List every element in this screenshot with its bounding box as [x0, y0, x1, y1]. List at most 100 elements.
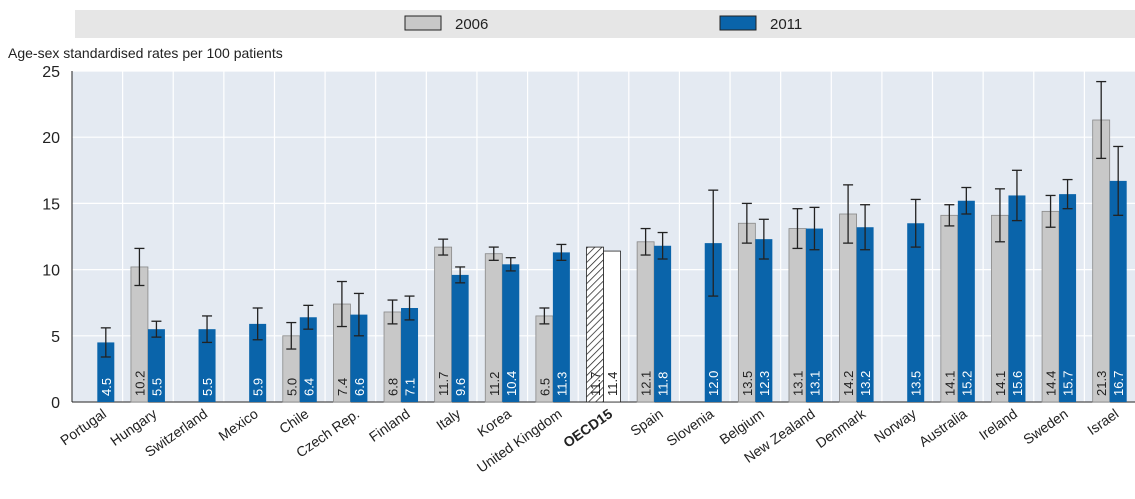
- bar: [1109, 180, 1127, 402]
- value-label: 11.8: [656, 372, 671, 396]
- value-label: 15.6: [1010, 371, 1025, 396]
- value-label: 5.5: [149, 378, 164, 396]
- x-tick-label: Mexico: [215, 405, 261, 444]
- y-tick-label: 10: [42, 263, 60, 280]
- x-tick-label: Spain: [627, 405, 666, 439]
- error-bar: [252, 307, 263, 341]
- error-bar: [961, 186, 972, 215]
- value-label: 11.7: [588, 372, 603, 396]
- value-label: 13.1: [807, 371, 822, 396]
- error-bar: [151, 320, 162, 338]
- value-label: 4.5: [99, 378, 114, 396]
- value-label: 11.4: [605, 372, 620, 396]
- value-label: 13.5: [909, 371, 924, 396]
- y-tick-label: 20: [42, 130, 60, 147]
- bar: [451, 274, 469, 402]
- bar: [805, 228, 823, 402]
- bar: [704, 243, 722, 402]
- value-label: 16.7: [1111, 371, 1126, 396]
- value-label: 13.2: [858, 371, 873, 396]
- x-tick-label: Sweden: [1020, 405, 1071, 447]
- x-tick-label: Finland: [366, 405, 413, 444]
- error-bar: [640, 227, 651, 256]
- value-label: 6.6: [352, 378, 367, 396]
- value-label: 6.8: [386, 378, 401, 396]
- value-label: 11.3: [554, 372, 569, 396]
- bar: [1059, 194, 1077, 402]
- value-label: 7.4: [335, 378, 350, 396]
- error-bar: [910, 198, 921, 248]
- legend-swatch: [404, 15, 442, 31]
- error-bar: [1062, 178, 1073, 210]
- error-bar: [556, 243, 567, 261]
- bar: [907, 223, 925, 402]
- value-label: 7.1: [403, 378, 418, 396]
- error-bar: [843, 184, 854, 244]
- error-bar: [438, 238, 449, 256]
- value-label: 9.6: [453, 378, 468, 396]
- value-label: 5.9: [251, 378, 266, 396]
- value-label: 14.4: [1044, 371, 1059, 396]
- bar: [401, 307, 419, 402]
- x-tick-label: Chile: [276, 405, 311, 437]
- x-tick-label: United Kingdom: [474, 405, 565, 475]
- y-tick-label: 5: [51, 329, 60, 346]
- error-bar: [202, 315, 213, 344]
- error-bar: [860, 204, 871, 251]
- value-label: 21.3: [1094, 371, 1109, 396]
- error-bar: [505, 257, 516, 272]
- error-bar: [708, 189, 719, 297]
- legend-label: 2006: [455, 16, 488, 33]
- value-label: 5.0: [284, 378, 299, 396]
- value-label: 6.4: [301, 378, 316, 396]
- bar: [198, 329, 216, 402]
- value-label: 14.2: [841, 371, 856, 396]
- value-label: 14.1: [993, 371, 1008, 396]
- bar: [1008, 195, 1026, 402]
- value-label: 13.5: [740, 371, 755, 396]
- error-bar: [792, 208, 803, 250]
- value-label: 11.2: [487, 372, 502, 396]
- bar: [755, 239, 773, 402]
- y-tick-label: 15: [42, 196, 60, 213]
- error-bar: [353, 292, 364, 337]
- legend-swatch: [719, 15, 757, 31]
- bar: [603, 250, 621, 403]
- value-label: 10.4: [504, 371, 519, 396]
- error-bar: [303, 304, 314, 330]
- bar: [350, 314, 368, 402]
- y-tick-label: 25: [42, 64, 60, 81]
- bar: [856, 227, 874, 402]
- bar: [552, 252, 570, 402]
- error-bar: [657, 231, 668, 260]
- legend-band: [75, 10, 1135, 38]
- x-tick-label: Italy: [433, 405, 463, 433]
- x-tick-label: Denmark: [813, 405, 870, 451]
- y-tick-label: 0: [51, 395, 60, 412]
- error-bar: [1045, 194, 1056, 228]
- error-bar: [758, 218, 769, 260]
- x-tick-label: Portugal: [57, 405, 109, 448]
- value-label: 12.0: [706, 371, 721, 396]
- error-bar: [404, 295, 415, 321]
- error-bar: [944, 204, 955, 227]
- value-label: 10.2: [132, 371, 147, 396]
- value-label: 12.3: [757, 371, 772, 396]
- error-bar: [1011, 169, 1022, 222]
- value-label: 14.1: [942, 371, 957, 396]
- legend-label: 2011: [770, 16, 802, 33]
- value-label: 5.5: [200, 378, 215, 396]
- value-label: 12.1: [639, 371, 654, 396]
- error-bar: [336, 280, 347, 328]
- value-label: 11.7: [436, 372, 451, 396]
- bar: [249, 323, 267, 402]
- bar: [957, 200, 975, 402]
- value-label: 6.5: [537, 378, 552, 396]
- x-tick-label: Israel: [1084, 405, 1121, 438]
- x-tick-label: Australia: [916, 405, 970, 449]
- error-bar: [994, 188, 1005, 243]
- bar: [1092, 119, 1111, 403]
- value-label: 13.1: [790, 371, 805, 396]
- bar: [147, 329, 165, 402]
- x-tick-label: OECD15: [560, 405, 615, 450]
